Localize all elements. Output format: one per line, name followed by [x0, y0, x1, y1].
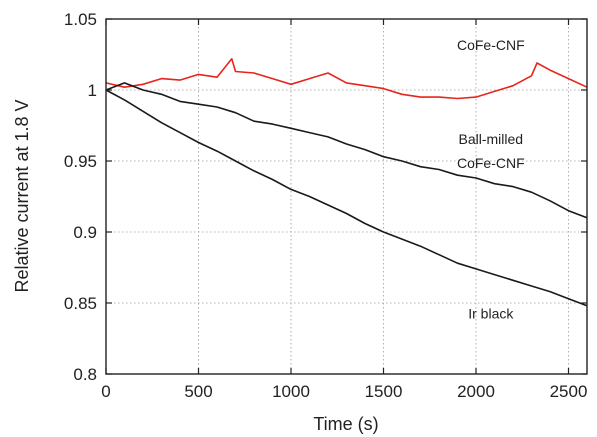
y-tick-label: 0.8 — [73, 365, 97, 384]
series-ir-black-line — [105, 89, 588, 307]
y-tick-label: 0.95 — [64, 152, 97, 171]
x-tick-label: 1500 — [365, 382, 403, 401]
series-annotation: Ball-milled — [459, 131, 524, 147]
y-tick-label: 1 — [88, 81, 97, 100]
grid — [106, 19, 587, 374]
series-cofe-cnf-line — [105, 57, 588, 100]
series-layer — [105, 57, 588, 307]
x-tick-label: 500 — [184, 382, 212, 401]
series-annotation: CoFe-CNF — [457, 37, 525, 53]
series-ball-milled-cofe-cnf-line — [105, 82, 588, 219]
series-annotation: CoFe-CNF — [457, 155, 525, 171]
y-tick-label: 0.9 — [73, 223, 97, 242]
x-tick-label: 1000 — [272, 382, 310, 401]
x-tick-label: 2500 — [550, 382, 588, 401]
y-tick-label: 0.85 — [64, 294, 97, 313]
y-axis-title: Relative current at 1.8 V — [12, 99, 32, 292]
x-tick-label: 0 — [101, 382, 110, 401]
x-tick-label: 2000 — [457, 382, 495, 401]
axis-ticks: 0 500 1000 1500 2000 2500 0.8 0.85 0.9 0.95 1 1.05 — [64, 10, 588, 401]
y-tick-label: 1.05 — [64, 10, 97, 29]
x-axis-title: Time (s) — [313, 414, 378, 434]
annotations: CoFe-CNF Ball-milled CoFe-CNF Ir black — [457, 37, 525, 321]
series-annotation: Ir black — [468, 306, 514, 322]
plot-frame — [105, 18, 588, 375]
